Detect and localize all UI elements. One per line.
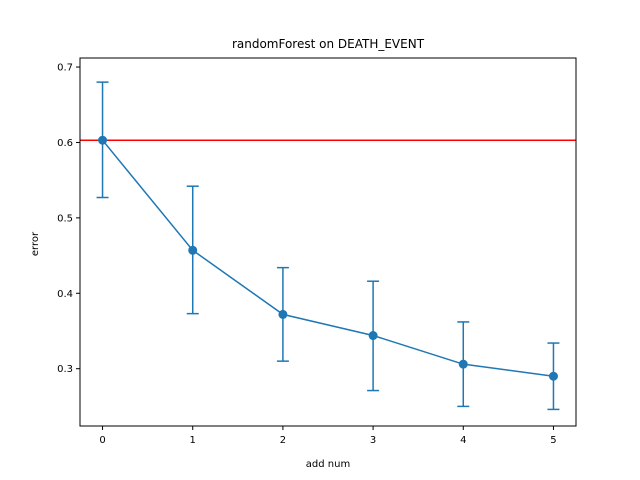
data-point xyxy=(368,331,378,341)
data-point xyxy=(278,309,288,319)
x-tick-label: 2 xyxy=(280,435,286,446)
y-tick-label: 0.7 xyxy=(57,63,73,74)
x-tick-label: 0 xyxy=(99,435,105,446)
plot-area xyxy=(80,81,576,411)
data-point xyxy=(98,135,108,145)
chart-title: randomForest on DEATH_EVENT xyxy=(232,37,425,51)
y-axis-label: error xyxy=(30,231,41,256)
y-tick-label: 0.5 xyxy=(57,213,73,224)
y-tick-label: 0.6 xyxy=(57,138,73,149)
axes: 0 1 2 3 4 5 0.3 0.4 0.5 0.6 0.7 xyxy=(57,57,577,446)
data-point xyxy=(548,371,558,381)
x-axis-label: add num xyxy=(306,459,350,470)
x-tick-label: 1 xyxy=(190,435,196,446)
y-tick-label: 0.3 xyxy=(57,364,73,375)
y-tick-label: 0.4 xyxy=(57,289,73,300)
x-tick-label: 5 xyxy=(550,435,556,446)
data-point xyxy=(188,245,198,255)
x-tick-label: 3 xyxy=(370,435,376,446)
axes-frame xyxy=(79,57,577,427)
data-point xyxy=(458,359,468,369)
x-tick-label: 4 xyxy=(460,435,466,446)
series-line xyxy=(101,139,554,377)
